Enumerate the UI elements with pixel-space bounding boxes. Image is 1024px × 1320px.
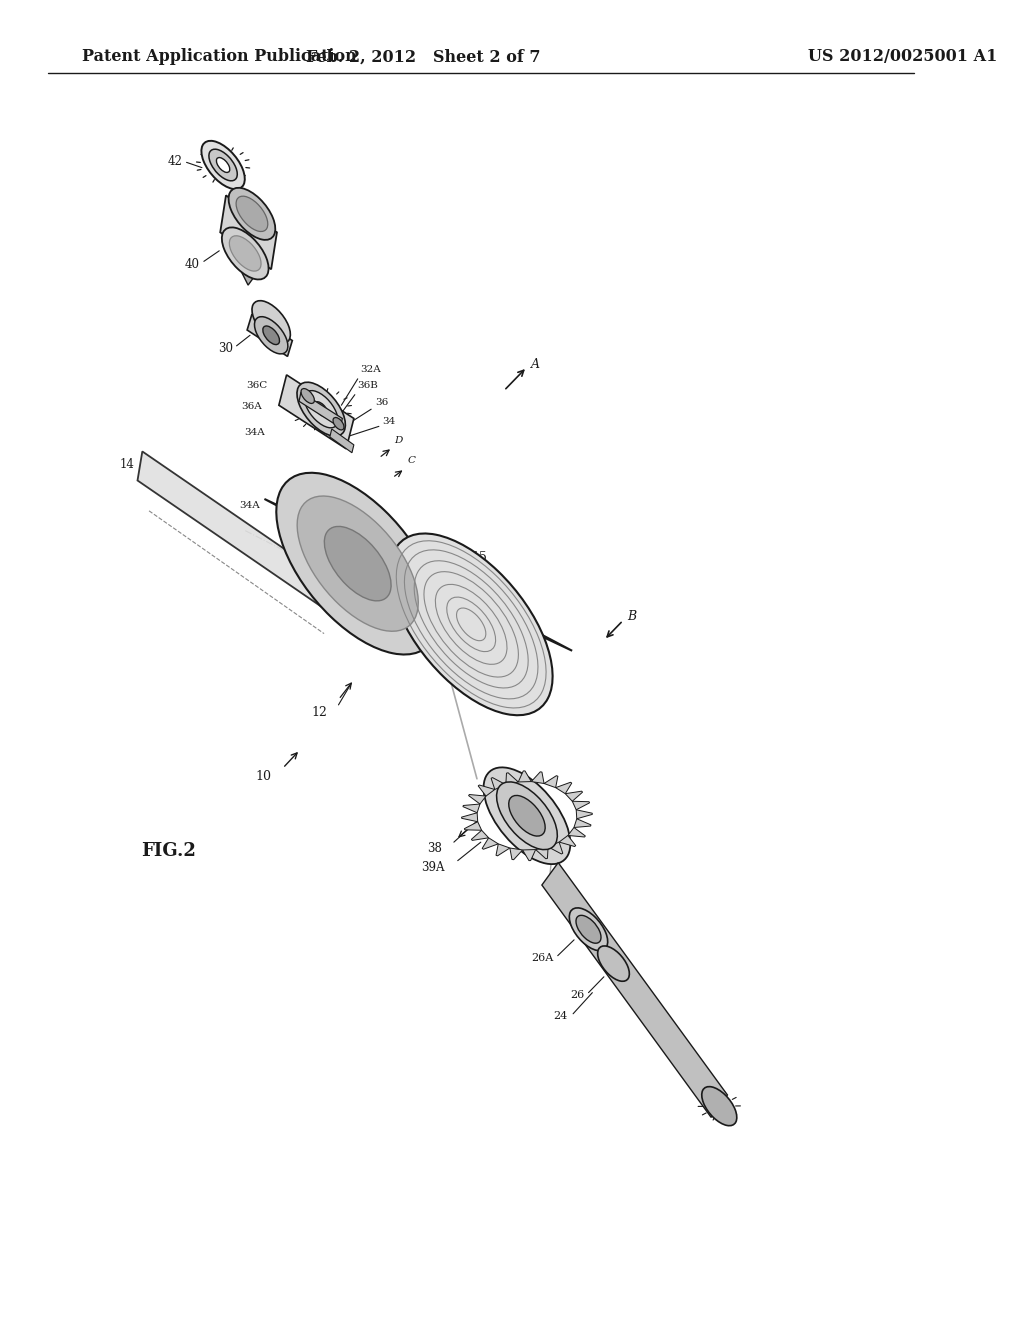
Polygon shape xyxy=(510,847,522,859)
Ellipse shape xyxy=(333,417,344,430)
Polygon shape xyxy=(469,795,486,804)
Text: 38: 38 xyxy=(427,842,442,855)
Text: 15: 15 xyxy=(471,550,486,564)
Text: Feb. 2, 2012   Sheet 2 of 7: Feb. 2, 2012 Sheet 2 of 7 xyxy=(306,49,541,65)
Ellipse shape xyxy=(216,157,229,173)
Ellipse shape xyxy=(263,326,280,345)
Ellipse shape xyxy=(255,317,288,354)
Polygon shape xyxy=(330,429,354,453)
Ellipse shape xyxy=(304,391,338,428)
Text: 30: 30 xyxy=(218,342,232,355)
Ellipse shape xyxy=(598,946,630,981)
Text: A: A xyxy=(530,358,540,371)
Ellipse shape xyxy=(314,401,328,417)
Polygon shape xyxy=(471,830,488,841)
Polygon shape xyxy=(577,809,592,818)
Ellipse shape xyxy=(228,187,275,240)
Polygon shape xyxy=(518,771,531,781)
Polygon shape xyxy=(462,813,478,822)
Polygon shape xyxy=(220,195,276,269)
Polygon shape xyxy=(565,791,583,801)
Polygon shape xyxy=(559,836,575,846)
Text: 14: 14 xyxy=(120,458,134,471)
Ellipse shape xyxy=(276,473,439,655)
Ellipse shape xyxy=(202,141,245,189)
Polygon shape xyxy=(492,777,506,789)
Ellipse shape xyxy=(575,915,601,944)
Polygon shape xyxy=(568,828,586,837)
Text: 16: 16 xyxy=(528,653,545,667)
Ellipse shape xyxy=(497,781,557,850)
Polygon shape xyxy=(247,314,292,356)
Text: 34A: 34A xyxy=(245,429,265,437)
Text: Patent Application Publication: Patent Application Publication xyxy=(82,49,356,65)
Text: 26A: 26A xyxy=(531,953,554,964)
Text: 36B: 36B xyxy=(357,381,379,389)
Text: 42: 42 xyxy=(168,154,182,168)
Text: C: C xyxy=(408,457,416,465)
Text: 12: 12 xyxy=(311,706,327,719)
Ellipse shape xyxy=(325,527,391,601)
Polygon shape xyxy=(496,843,510,855)
Text: B: B xyxy=(627,610,636,623)
Text: 40: 40 xyxy=(185,257,200,271)
Polygon shape xyxy=(572,801,590,809)
Text: 34A: 34A xyxy=(239,502,260,510)
Polygon shape xyxy=(305,537,450,644)
Polygon shape xyxy=(573,818,591,828)
Text: 26: 26 xyxy=(570,990,585,1001)
Text: 10: 10 xyxy=(255,770,271,783)
Polygon shape xyxy=(506,772,518,784)
Text: 36C: 36C xyxy=(246,381,267,389)
Text: 36: 36 xyxy=(375,399,388,407)
Polygon shape xyxy=(264,499,572,651)
Ellipse shape xyxy=(509,796,545,836)
Polygon shape xyxy=(463,804,480,813)
Text: FIG.2: FIG.2 xyxy=(141,842,196,861)
Text: 24: 24 xyxy=(553,1011,567,1022)
Polygon shape xyxy=(238,256,254,285)
Polygon shape xyxy=(536,847,548,859)
Text: D: D xyxy=(394,437,402,445)
Polygon shape xyxy=(137,451,327,607)
Polygon shape xyxy=(531,772,544,784)
Ellipse shape xyxy=(237,197,268,231)
Polygon shape xyxy=(556,783,571,793)
Polygon shape xyxy=(279,375,354,449)
Ellipse shape xyxy=(252,301,291,343)
Text: 34: 34 xyxy=(383,417,396,425)
Ellipse shape xyxy=(390,533,553,715)
Ellipse shape xyxy=(701,1086,737,1126)
Text: 39A: 39A xyxy=(421,861,444,874)
Ellipse shape xyxy=(297,496,418,631)
Ellipse shape xyxy=(569,908,607,950)
Text: US 2012/0025001 A1: US 2012/0025001 A1 xyxy=(808,49,997,65)
Ellipse shape xyxy=(229,236,261,271)
Polygon shape xyxy=(548,842,563,854)
Polygon shape xyxy=(522,850,536,861)
Polygon shape xyxy=(478,785,495,796)
Polygon shape xyxy=(299,392,342,428)
Polygon shape xyxy=(542,863,727,1117)
Ellipse shape xyxy=(483,767,570,865)
Text: 36A: 36A xyxy=(241,403,261,411)
Ellipse shape xyxy=(222,227,268,280)
Ellipse shape xyxy=(297,383,345,436)
Text: 32A: 32A xyxy=(360,366,381,374)
Ellipse shape xyxy=(209,149,238,181)
Polygon shape xyxy=(464,822,481,830)
Polygon shape xyxy=(544,776,558,788)
Polygon shape xyxy=(482,838,499,849)
Ellipse shape xyxy=(301,388,314,404)
